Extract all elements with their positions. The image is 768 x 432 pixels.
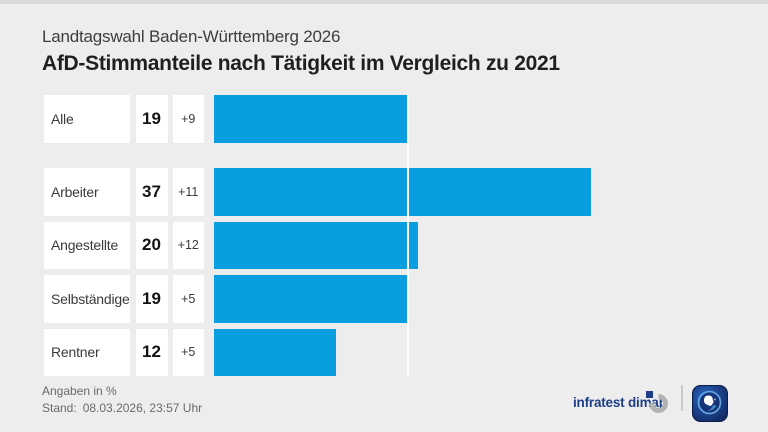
chart-row-arbeiter: Arbeiter 37 +11: [44, 168, 768, 216]
change-box: +12: [172, 221, 204, 269]
category-label: Selbständige: [44, 275, 130, 323]
category-label: Rentner: [44, 328, 130, 376]
bar-track: [214, 221, 768, 269]
value-bar: [214, 328, 337, 376]
category-label: Arbeiter: [44, 168, 130, 216]
chart-row-alle: Alle 19 +9: [44, 95, 768, 143]
chart-row-rentner: Rentner 12 +5: [44, 328, 768, 376]
footer-divider: [681, 385, 683, 411]
value-bar: [214, 168, 592, 216]
tagesschau-globe-icon: [692, 385, 728, 422]
value-bar: [214, 221, 418, 269]
value-bar: [214, 95, 408, 143]
value-box: 19: [135, 95, 168, 143]
reference-line: [406, 95, 409, 376]
infratest-dimap-icon: [645, 390, 672, 417]
top-edge-strip: [0, 0, 768, 4]
stand-label: Stand:: [42, 401, 77, 415]
value-box: 12: [135, 328, 168, 376]
change-box: +9: [172, 95, 204, 143]
value-box: 19: [135, 275, 168, 323]
source-label: infratest dimap: [573, 395, 667, 410]
value-box: 20: [135, 221, 168, 269]
chart-row-selbständige: Selbständige 19 +5: [44, 275, 768, 323]
change-box: +11: [172, 168, 204, 216]
bar-track: [214, 168, 768, 216]
bar-track: [214, 328, 768, 376]
chart-row-angestellte: Angestellte 20 +12: [44, 221, 768, 269]
stand-value: 08.03.2026, 23:57 Uhr: [82, 401, 203, 415]
category-label: Angestellte: [44, 221, 130, 269]
bar-chart: Alle 19 +9 Arbeiter 37 +11 Angestellte 20 +12 Sel…: [44, 95, 768, 376]
value-box: 37: [135, 168, 168, 216]
stand-line: Stand: 08.03.2026, 23:57 Uhr: [42, 401, 202, 415]
unit-note: Angaben in %: [42, 384, 117, 398]
value-bar: [214, 275, 408, 323]
navy-square-icon: [646, 391, 653, 398]
change-box: +5: [172, 328, 204, 376]
election-subtitle: Landtagswahl Baden-Württemberg 2026: [42, 27, 341, 46]
change-box: +5: [172, 275, 204, 323]
category-label: Alle: [44, 95, 130, 143]
bar-track: [214, 275, 768, 323]
bar-track: [214, 95, 768, 143]
page-title: AfD-Stimmanteile nach Tätigkeit im Vergl…: [42, 52, 560, 75]
